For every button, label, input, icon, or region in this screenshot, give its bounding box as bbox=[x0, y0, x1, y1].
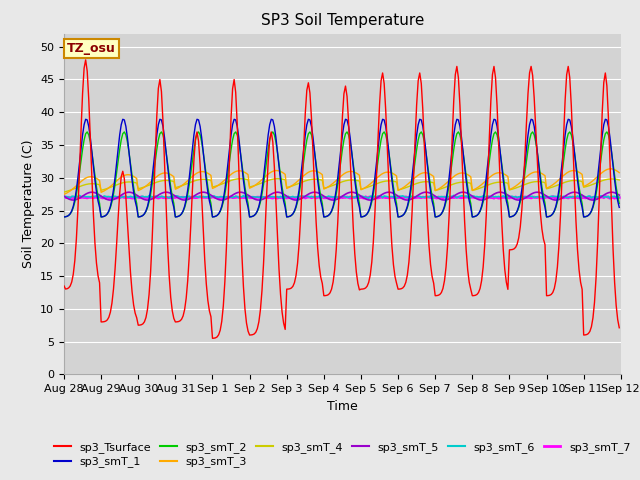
Title: SP3 Soil Temperature: SP3 Soil Temperature bbox=[260, 13, 424, 28]
sp3_smT_7 bbox=[549, 193, 557, 199]
sp3_smT_3 bbox=[303, 170, 310, 176]
sp3_smT_7 bbox=[490, 195, 498, 201]
sp3_smT_6 bbox=[280, 196, 287, 202]
sp3_smT_3 bbox=[244, 172, 252, 178]
sp3_smT_5 bbox=[616, 192, 623, 198]
Text: TZ_osu: TZ_osu bbox=[67, 42, 116, 55]
sp3_smT_5 bbox=[131, 192, 139, 197]
sp3_smT_2 bbox=[616, 201, 623, 206]
sp3_smT_6 bbox=[60, 194, 68, 200]
sp3_smT_4 bbox=[586, 182, 594, 188]
sp3_smT_7 bbox=[60, 194, 68, 200]
sp3_smT_1 bbox=[586, 211, 594, 216]
Line: sp3_smT_3: sp3_smT_3 bbox=[64, 169, 620, 194]
sp3_smT_1 bbox=[305, 117, 312, 122]
sp3_Tsurface bbox=[130, 302, 138, 308]
sp3_smT_5 bbox=[588, 197, 595, 203]
sp3_smT_7 bbox=[253, 194, 261, 200]
sp3_Tsurface bbox=[60, 283, 68, 289]
sp3_smT_3 bbox=[60, 192, 68, 197]
sp3_Tsurface bbox=[257, 307, 264, 312]
sp3_smT_2 bbox=[83, 129, 91, 135]
sp3_smT_1 bbox=[130, 189, 138, 195]
sp3_smT_6 bbox=[579, 192, 586, 198]
sp3_smT_5 bbox=[306, 191, 314, 196]
sp3_smT_5 bbox=[69, 197, 77, 203]
sp3_smT_6 bbox=[305, 193, 312, 199]
sp3_Tsurface bbox=[616, 325, 623, 331]
sp3_Tsurface bbox=[306, 90, 314, 96]
Line: sp3_smT_4: sp3_smT_4 bbox=[64, 179, 620, 192]
sp3_smT_5 bbox=[60, 193, 68, 199]
sp3_Tsurface bbox=[588, 324, 595, 330]
sp3_smT_2 bbox=[227, 146, 235, 152]
X-axis label: Time: Time bbox=[327, 400, 358, 413]
Line: sp3_Tsurface: sp3_Tsurface bbox=[64, 60, 620, 338]
sp3_smT_6 bbox=[226, 194, 234, 200]
Y-axis label: Soil Temperature (C): Soil Temperature (C) bbox=[22, 140, 35, 268]
sp3_smT_4 bbox=[253, 182, 261, 188]
sp3_smT_4 bbox=[274, 176, 282, 181]
sp3_smT_3 bbox=[226, 173, 234, 179]
sp3_smT_4 bbox=[128, 179, 136, 185]
sp3_Tsurface bbox=[209, 336, 216, 341]
sp3_smT_7 bbox=[616, 195, 623, 201]
sp3_smT_3 bbox=[128, 173, 136, 179]
sp3_smT_1 bbox=[82, 117, 90, 122]
sp3_smT_4 bbox=[616, 177, 623, 183]
sp3_smT_1 bbox=[616, 204, 623, 210]
sp3_smT_2 bbox=[130, 184, 138, 190]
sp3_smT_2 bbox=[255, 204, 263, 210]
sp3_Tsurface bbox=[82, 57, 90, 63]
sp3_smT_6 bbox=[128, 194, 136, 200]
sp3_smT_6 bbox=[616, 194, 623, 200]
sp3_Tsurface bbox=[228, 86, 236, 92]
Line: sp3_smT_5: sp3_smT_5 bbox=[64, 192, 620, 200]
Line: sp3_smT_2: sp3_smT_2 bbox=[64, 132, 620, 217]
sp3_smT_1 bbox=[227, 132, 235, 138]
sp3_smT_2 bbox=[246, 214, 253, 220]
sp3_smT_5 bbox=[228, 192, 236, 198]
sp3_smT_7 bbox=[588, 195, 595, 201]
sp3_smT_7 bbox=[128, 195, 136, 201]
sp3_smT_5 bbox=[88, 189, 96, 195]
Line: sp3_smT_7: sp3_smT_7 bbox=[64, 196, 620, 198]
sp3_smT_3 bbox=[253, 181, 261, 187]
sp3_smT_4 bbox=[226, 178, 234, 184]
sp3_smT_5 bbox=[247, 194, 255, 200]
sp3_smT_2 bbox=[586, 211, 594, 217]
sp3_smT_7 bbox=[244, 194, 252, 200]
sp3_smT_2 bbox=[60, 214, 68, 220]
Line: sp3_smT_6: sp3_smT_6 bbox=[64, 195, 620, 199]
sp3_smT_4 bbox=[305, 177, 312, 183]
sp3_smT_3 bbox=[616, 170, 623, 176]
sp3_Tsurface bbox=[247, 332, 255, 338]
sp3_smT_3 bbox=[606, 166, 614, 172]
sp3_smT_1 bbox=[246, 214, 253, 220]
sp3_smT_6 bbox=[244, 194, 252, 200]
Legend: sp3_Tsurface, sp3_smT_1, sp3_smT_2, sp3_smT_3, sp3_smT_4, sp3_smT_5, sp3_smT_6, : sp3_Tsurface, sp3_smT_1, sp3_smT_2, sp3_… bbox=[50, 438, 635, 472]
sp3_smT_4 bbox=[244, 177, 252, 183]
sp3_smT_7 bbox=[303, 194, 310, 200]
sp3_smT_4 bbox=[60, 189, 68, 195]
sp3_smT_2 bbox=[305, 131, 312, 137]
sp3_smT_3 bbox=[584, 181, 592, 187]
sp3_smT_7 bbox=[226, 194, 234, 200]
sp3_smT_1 bbox=[255, 204, 263, 209]
sp3_smT_5 bbox=[257, 197, 264, 203]
sp3_smT_6 bbox=[253, 194, 261, 200]
sp3_smT_6 bbox=[588, 195, 595, 201]
sp3_smT_1 bbox=[60, 214, 68, 220]
Line: sp3_smT_1: sp3_smT_1 bbox=[64, 120, 620, 217]
